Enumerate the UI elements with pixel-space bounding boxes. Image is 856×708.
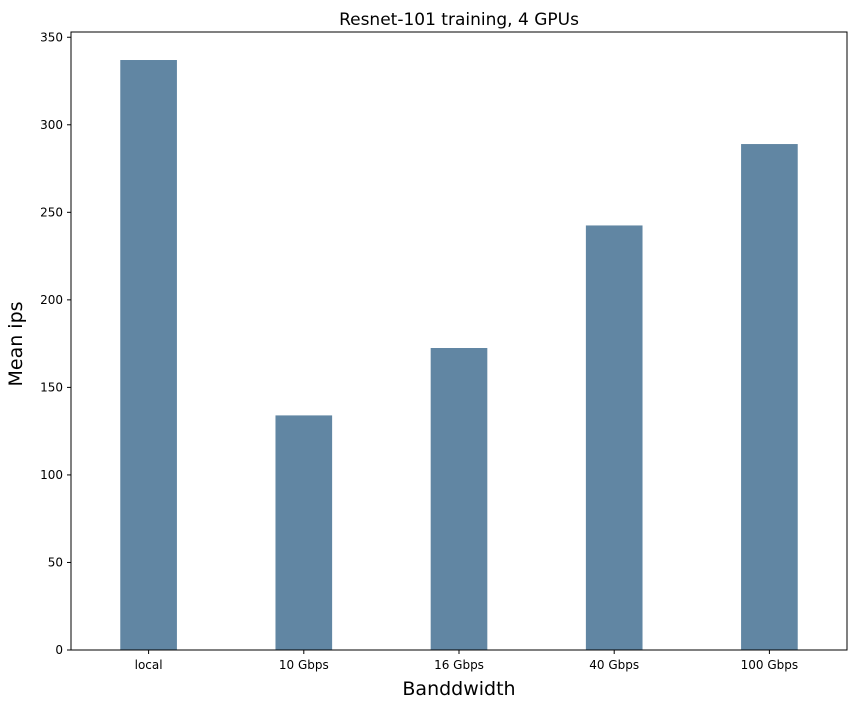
y-tick-label: 150 xyxy=(40,380,63,394)
x-tick-label: 40 Gbps xyxy=(589,658,639,672)
y-tick-label: 250 xyxy=(40,205,63,219)
bar-100-gbps xyxy=(741,144,798,650)
y-tick-label: 350 xyxy=(40,30,63,44)
y-axis-label: Mean ips xyxy=(5,301,27,386)
bars-group xyxy=(120,60,798,651)
y-axis-ticks: 0 50 100 150 200 250 300 350 xyxy=(40,30,71,657)
x-tick-label: 16 Gbps xyxy=(434,658,484,672)
x-tick-label: local xyxy=(135,658,163,672)
y-tick-label: 50 xyxy=(48,555,63,569)
x-axis-label: Banddwidth xyxy=(402,678,515,700)
chart-title: Resnet-101 training, 4 GPUs xyxy=(339,10,579,30)
bar-16-gbps xyxy=(430,348,488,650)
y-tick-label: 0 xyxy=(55,643,63,657)
bar-40-gbps xyxy=(585,225,643,651)
bar-local xyxy=(120,60,177,650)
x-tick-label: 100 Gbps xyxy=(741,658,799,672)
y-tick-label: 100 xyxy=(40,468,63,482)
bar-10-gbps xyxy=(275,415,333,650)
y-tick-label: 200 xyxy=(40,293,63,307)
x-axis-ticks: local 10 Gbps 16 Gbps 40 Gbps 100 Gbps xyxy=(135,650,799,672)
x-tick-label: 10 Gbps xyxy=(279,658,329,672)
y-tick-label: 300 xyxy=(40,118,63,132)
plot-frame xyxy=(70,31,848,651)
